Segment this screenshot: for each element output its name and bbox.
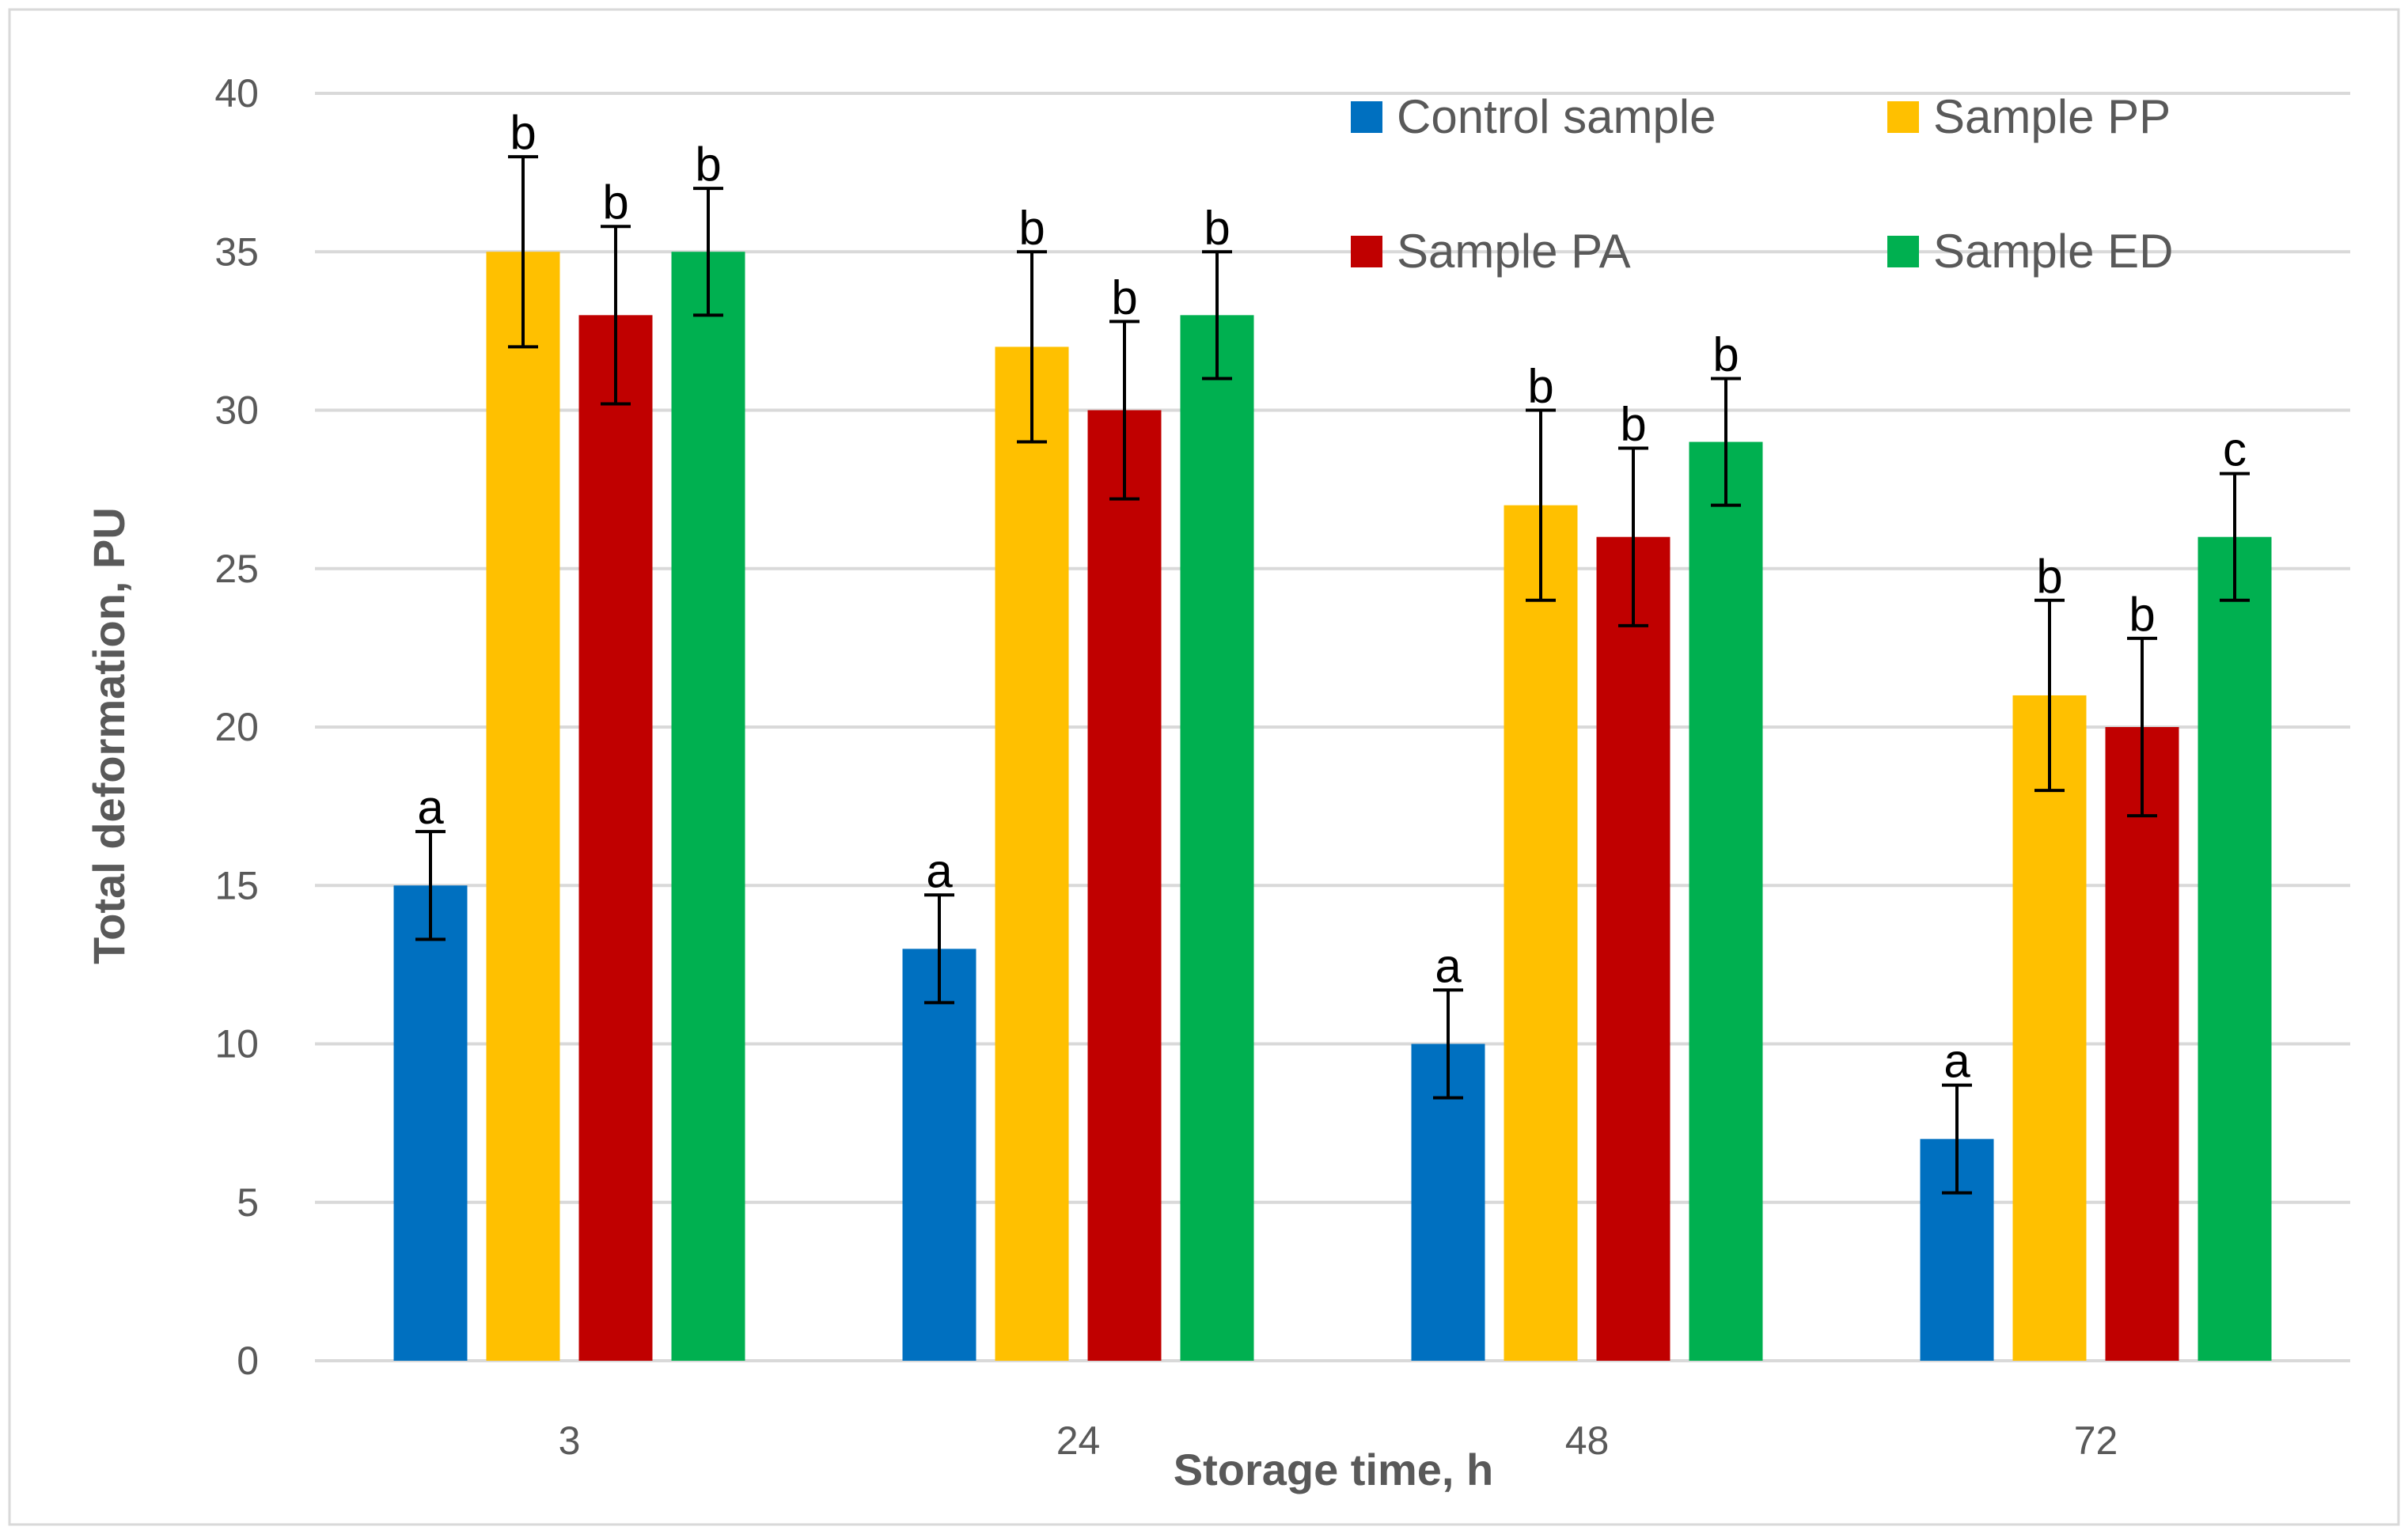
y-axis-title: Total deformation, PU xyxy=(84,507,134,964)
y-tick-label: 10 xyxy=(214,1022,259,1066)
legend: Control sample Sample PP Sample PA Sample E… xyxy=(1351,90,2173,278)
legend-item: Control sample xyxy=(1351,90,1716,143)
y-tick-label: 40 xyxy=(214,71,259,116)
bar xyxy=(2198,536,2272,1362)
significance-label: b xyxy=(2036,550,2062,603)
significance-label: c xyxy=(2223,423,2247,476)
legend-label: Sample PA xyxy=(1397,225,1631,278)
y-tick-label: 5 xyxy=(237,1180,259,1225)
bar xyxy=(902,949,976,1361)
legend-swatch xyxy=(1351,101,1382,133)
legend-swatch xyxy=(1351,236,1382,267)
significance-label: b xyxy=(1018,201,1045,254)
bar xyxy=(1180,315,1254,1362)
significance-label: b xyxy=(602,176,628,229)
bars xyxy=(393,252,2272,1362)
bar xyxy=(1596,536,1670,1362)
legend-swatch xyxy=(1887,236,1919,267)
significance-label: b xyxy=(1712,328,1739,381)
labels: 0 5 10 15 20 25 30 35 40 a b b b 3 a b b b 24 a b b b 48 a b b c 72 xyxy=(214,71,2247,1463)
legend-label: Sample PP xyxy=(1933,90,2171,143)
y-tick-label: 35 xyxy=(214,229,259,274)
significance-label: b xyxy=(1620,398,1646,451)
x-tick-label: 24 xyxy=(1056,1418,1101,1463)
significance-label: b xyxy=(510,106,536,159)
gridlines xyxy=(315,92,2350,1362)
bar xyxy=(1504,505,1578,1361)
bar xyxy=(393,885,468,1361)
y-tick-label: 20 xyxy=(214,705,259,749)
bar xyxy=(995,347,1069,1361)
legend-item: Sample ED xyxy=(1887,225,2173,278)
legend-label: Sample ED xyxy=(1933,225,2173,278)
bar xyxy=(2105,727,2179,1361)
x-axis-title: Storage time, h xyxy=(1174,1445,1494,1494)
legend-label: Control sample xyxy=(1397,90,1716,143)
bar xyxy=(1689,441,1763,1361)
significance-label: b xyxy=(695,138,721,191)
legend-swatch xyxy=(1887,101,1919,133)
significance-label: b xyxy=(1111,271,1137,324)
error-bars xyxy=(415,155,2250,1195)
bar xyxy=(671,252,745,1361)
significance-label: b xyxy=(1527,360,1553,413)
x-tick-label: 48 xyxy=(1565,1418,1610,1463)
significance-label: a xyxy=(417,781,444,834)
x-tick-label: 3 xyxy=(559,1418,581,1463)
bar xyxy=(1087,410,1162,1361)
significance-label: b xyxy=(1204,201,1230,254)
legend-item: Sample PA xyxy=(1351,225,1631,278)
bar xyxy=(486,252,560,1361)
y-tick-label: 15 xyxy=(214,863,259,907)
bar xyxy=(578,315,653,1362)
y-tick-label: 25 xyxy=(214,547,259,591)
y-tick-label: 0 xyxy=(237,1339,259,1383)
significance-label: a xyxy=(926,844,953,897)
y-tick-label: 30 xyxy=(214,388,259,433)
bar xyxy=(2012,695,2087,1361)
significance-label: b xyxy=(2129,588,2155,641)
significance-label: a xyxy=(1435,939,1462,992)
x-tick-label: 72 xyxy=(2074,1418,2118,1463)
significance-label: a xyxy=(1943,1035,1970,1088)
legend-item: Sample PP xyxy=(1887,90,2171,143)
